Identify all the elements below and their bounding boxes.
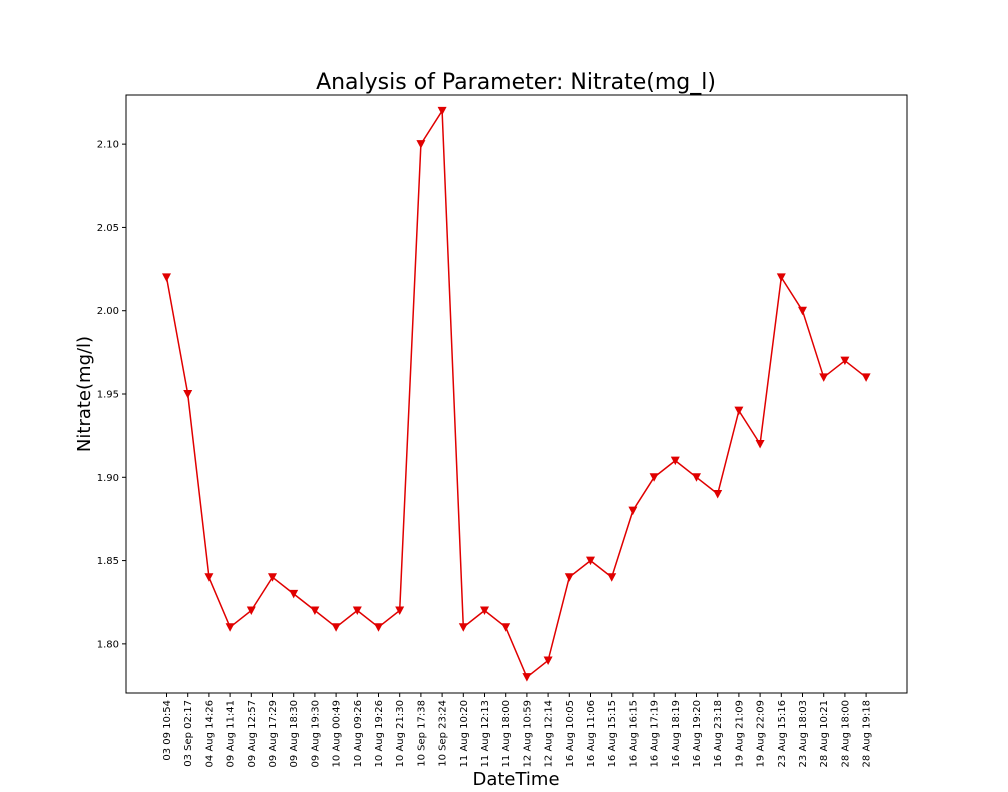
y-tick-label: 1.80 xyxy=(97,639,119,650)
chart-title: Analysis of Parameter: Nitrate(mg_l) xyxy=(316,70,716,95)
data-point-marker xyxy=(628,506,638,516)
x-tick-label: 28 Aug 19:18 xyxy=(862,700,873,767)
x-tick-label: 16 Aug 18:19 xyxy=(671,700,682,767)
data-point-marker xyxy=(861,373,871,382)
series-line xyxy=(165,108,867,679)
x-tick-label: 16 Aug 10:05 xyxy=(565,700,576,767)
y-tick-label: 1.90 xyxy=(97,473,119,484)
x-tick-label: 28 Aug 18:00 xyxy=(840,700,851,767)
x-tick-label: 10 Aug 19:26 xyxy=(374,700,385,767)
data-point-marker xyxy=(331,623,341,632)
data-point-marker xyxy=(798,306,807,316)
plot-area-frame xyxy=(125,94,908,694)
x-tick-label: 11 Aug 18:00 xyxy=(501,700,512,767)
data-point-marker xyxy=(289,589,299,599)
data-point-marker xyxy=(162,273,171,282)
data-point-marker xyxy=(437,106,447,116)
x-tick-label: 09 Aug 19:30 xyxy=(310,700,321,767)
y-tick-label: 2.00 xyxy=(97,306,119,317)
data-point-marker xyxy=(416,140,426,149)
y-tick-label: 1.95 xyxy=(97,390,119,401)
x-tick-label: 19 Aug 21:09 xyxy=(734,700,745,767)
x-tick-label: 09 Aug 17:29 xyxy=(268,700,279,767)
series-markers xyxy=(162,106,871,682)
x-tick-label: 23 Aug 18:03 xyxy=(798,700,809,767)
x-tick-label: 10 Aug 09:26 xyxy=(353,700,364,767)
x-tick-label: 04 Aug 14:26 xyxy=(204,700,215,767)
data-point-marker xyxy=(607,573,617,582)
x-tick-label: 10 Aug 21:30 xyxy=(395,700,406,767)
x-tick-label: 16 Aug 23:18 xyxy=(713,700,724,767)
data-point-marker xyxy=(819,373,829,382)
data-point-marker xyxy=(755,439,765,449)
x-tick-label: 10 Aug 00:49 xyxy=(332,700,343,767)
data-point-marker xyxy=(204,573,214,582)
x-tick-label: 03 Sep 02:17 xyxy=(183,700,194,767)
data-point-marker xyxy=(734,406,744,416)
data-point-marker xyxy=(501,623,511,632)
data-point-marker xyxy=(670,456,680,466)
data-point-marker xyxy=(713,489,723,499)
x-tick-label: 16 Aug 16:15 xyxy=(628,700,639,767)
x-tick-label: 16 Aug 17:19 xyxy=(650,700,661,767)
x-tick-label: 11 Aug 12:13 xyxy=(480,700,491,767)
x-tick-label: 09 Aug 11:41 xyxy=(226,700,237,767)
x-tick-label: 10 Sep 17:38 xyxy=(416,700,427,767)
x-axis-label: DateTime xyxy=(472,769,559,790)
data-point-marker xyxy=(564,573,574,582)
data-point-marker xyxy=(352,606,362,616)
data-point-marker xyxy=(268,573,277,582)
data-point-marker xyxy=(183,390,193,399)
y-axis: 1.80 1.85 1.90 1.95 2.00 2.05 2.10 xyxy=(97,140,126,650)
x-tick-label: 16 Aug 19:20 xyxy=(692,700,703,767)
data-point-marker xyxy=(586,556,595,566)
data-point-marker xyxy=(458,623,468,632)
x-tick-label: 28 Aug 10:21 xyxy=(819,700,830,767)
data-point-marker xyxy=(543,656,553,666)
x-tick-label: 12 Aug 12:14 xyxy=(544,700,555,767)
y-axis-label: Nitrate(mg/l) xyxy=(74,336,95,452)
data-point-marker xyxy=(776,273,786,282)
data-point-marker xyxy=(374,623,383,632)
data-point-marker xyxy=(395,606,405,616)
data-point-marker xyxy=(480,606,489,616)
x-tick-label: 16 Aug 11:06 xyxy=(586,700,597,767)
x-tick-label: 09 Aug 12:57 xyxy=(247,700,258,767)
y-tick-label: 2.10 xyxy=(97,140,119,151)
x-tick-label: 16 Aug 15:15 xyxy=(607,700,618,767)
data-point-marker xyxy=(522,673,532,682)
x-tick-label: 11 Aug 10:20 xyxy=(459,700,470,767)
data-point-marker xyxy=(649,473,659,482)
x-tick-label: 10 Sep 23:24 xyxy=(438,700,449,767)
y-tick-label: 1.85 xyxy=(97,556,119,567)
data-point-marker xyxy=(692,473,701,482)
data-point-marker xyxy=(225,623,235,632)
data-point-marker xyxy=(246,606,256,616)
y-tick-label: 2.05 xyxy=(97,223,119,234)
x-tick-label: 09 Aug 18:30 xyxy=(289,700,300,767)
x-axis: 03 09 10:54 03 Sep 02:17 04 Aug 14:26 09 Au… xyxy=(162,693,873,767)
x-tick-label: 19 Aug 22:09 xyxy=(756,700,767,767)
x-tick-label: 23 Aug 15:16 xyxy=(777,700,788,767)
x-tick-label: 12 Aug 10:59 xyxy=(522,700,533,767)
data-point-marker xyxy=(310,606,320,616)
x-tick-label: 03 09 10:54 xyxy=(162,700,173,761)
data-point-marker xyxy=(840,356,850,366)
